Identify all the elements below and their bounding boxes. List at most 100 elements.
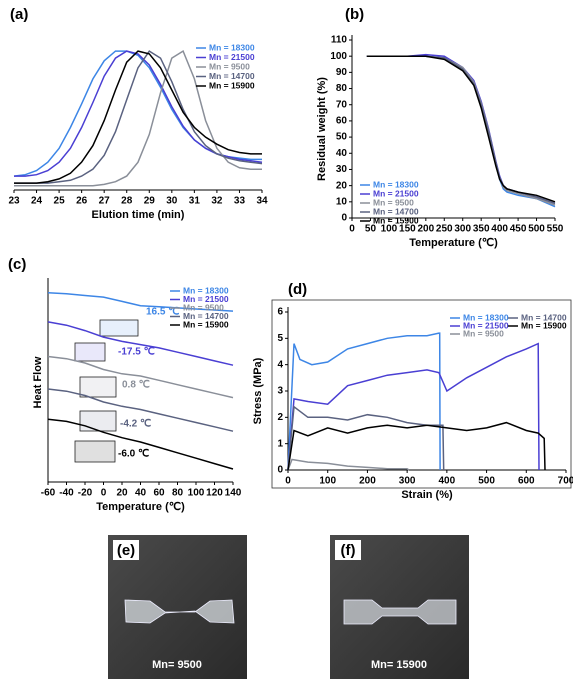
x-tick-label: 100 <box>319 476 336 487</box>
specimen <box>343 599 457 625</box>
x-axis-label: Temperature (℃) <box>96 501 185 513</box>
photo-f: (f) Mn= 15900 <box>330 535 469 679</box>
y-tick-label: 70 <box>336 99 348 110</box>
x-tick-label: 350 <box>473 224 490 235</box>
y-tick-label: 30 <box>336 164 348 175</box>
label-box <box>113 540 139 560</box>
photo-label: (f) <box>341 542 356 559</box>
y-tick-label: 50 <box>336 132 348 143</box>
legend-label: Mn = 15900 <box>183 319 229 329</box>
y-axis-label: Heat Flow <box>32 356 44 408</box>
series-line <box>287 342 540 471</box>
legend-label: Mn = 15900 <box>209 80 255 90</box>
y-tick-label: 1 <box>277 438 283 449</box>
x-tick-label: 28 <box>121 196 133 207</box>
tg-box <box>79 376 117 398</box>
legend-label: Mn = 18300 <box>373 179 419 189</box>
x-tick-label: 32 <box>211 196 223 207</box>
x-tick-label: 400 <box>491 224 508 235</box>
panel: (b)0 50 100 150 200 250 300 350 400 450 500 5500102… <box>316 6 564 249</box>
x-tick-label: 20 <box>116 488 128 499</box>
x-tick-label: 100 <box>188 488 205 499</box>
legend-label: Mn = 9500 <box>209 61 250 71</box>
annotation: 0.8 ℃ <box>122 380 150 391</box>
tg-box <box>79 410 117 432</box>
panel-label: (c) <box>8 256 26 273</box>
annotation: -4.2 ℃ <box>120 419 151 430</box>
panel-label: (b) <box>345 6 364 23</box>
x-tick-label: 100 <box>381 224 398 235</box>
series-line <box>287 332 441 471</box>
y-tick-label: 10 <box>336 196 348 207</box>
x-tick-label: 200 <box>417 224 434 235</box>
x-axis-label: Temperature (℃) <box>409 237 498 249</box>
annotation: -6.0 ℃ <box>118 449 149 460</box>
photo-caption: Mn= 9500 <box>152 659 202 671</box>
x-tick-label: 450 <box>510 224 527 235</box>
panel-label: (a) <box>10 6 28 23</box>
y-tick-label: 3 <box>277 386 283 397</box>
y-axis-label: Residual weight (%) <box>316 77 328 181</box>
legend-label: Mn = 14700 <box>373 206 419 216</box>
x-tick-label: 250 <box>436 224 453 235</box>
series-line <box>287 405 445 471</box>
legend-label: Mn = 21500 <box>463 320 509 330</box>
series-line <box>14 50 263 184</box>
y-tick-label: 4 <box>277 359 283 370</box>
x-axis-label: Elution time (min) <box>92 209 185 221</box>
y-tick-label: 5 <box>277 333 283 344</box>
tg-box <box>74 440 116 463</box>
x-tick-label: 50 <box>365 224 377 235</box>
series-line <box>47 418 234 470</box>
y-axis-label: Stress (MPa) <box>252 357 264 424</box>
series-line <box>287 421 546 471</box>
series-line <box>366 55 556 203</box>
series-line <box>47 388 234 432</box>
legend-label: Mn = 21500 <box>373 188 419 198</box>
specimen <box>124 599 235 624</box>
series-line <box>47 291 234 312</box>
x-tick-label: 500 <box>478 476 495 487</box>
x-tick-label: 26 <box>76 196 88 207</box>
panel: (a) 23 24 25 26 27 28 29 30 31 32 33 34 Elution time … <box>8 6 268 221</box>
x-tick-label: -60 <box>41 488 56 499</box>
x-tick-label: 400 <box>439 476 456 487</box>
legend-label: Mn = 15900 <box>373 215 419 225</box>
tg-box <box>74 342 106 362</box>
x-tick-label: 300 <box>399 476 416 487</box>
y-tick-label: 6 <box>277 307 283 318</box>
legend-label: Mn = 21500 <box>209 52 255 62</box>
series-line <box>287 458 410 471</box>
x-tick-label: 60 <box>153 488 165 499</box>
legend-label: Mn = 9500 <box>373 197 414 207</box>
x-tick-label: 550 <box>547 224 564 235</box>
annotation: -17.5 ℃ <box>118 347 155 358</box>
y-tick-label: 110 <box>331 35 348 46</box>
x-tick-label: 200 <box>359 476 376 487</box>
y-tick-label: 40 <box>336 148 348 159</box>
legend-label: Mn = 14700 <box>209 71 255 81</box>
x-tick-label: 140 <box>225 488 242 499</box>
y-tick-label: 100 <box>330 51 347 62</box>
series-line <box>14 49 262 187</box>
series-line <box>47 355 234 399</box>
x-tick-label: -20 <box>78 488 93 499</box>
annotation: 16.5 ℃ <box>146 307 179 318</box>
photo-caption: Mn= 15900 <box>371 659 427 671</box>
legend-label: Mn = 21500 <box>183 294 229 304</box>
tg-box <box>99 319 139 337</box>
y-tick-label: 90 <box>336 67 348 78</box>
y-tick-label: 60 <box>336 116 348 127</box>
series-line <box>14 50 262 184</box>
legend-label: Mn = 14700 <box>521 312 567 322</box>
panel-label: (d) <box>288 281 307 298</box>
x-tick-label: 0 <box>349 224 355 235</box>
x-tick-label: 40 <box>135 488 147 499</box>
x-tick-label: 24 <box>31 196 43 207</box>
panel: (d) 0 100 200 300 400 500 600 700 0 1 2 3 4 5 6 Strain (… <box>252 281 573 501</box>
panel: (c) -60 -40 -20 0 20 40 60 80 100 120 140 Temperatur… <box>8 256 242 513</box>
x-tick-label: 80 <box>172 488 184 499</box>
frame <box>271 299 572 489</box>
x-tick-label: 34 <box>256 196 268 207</box>
